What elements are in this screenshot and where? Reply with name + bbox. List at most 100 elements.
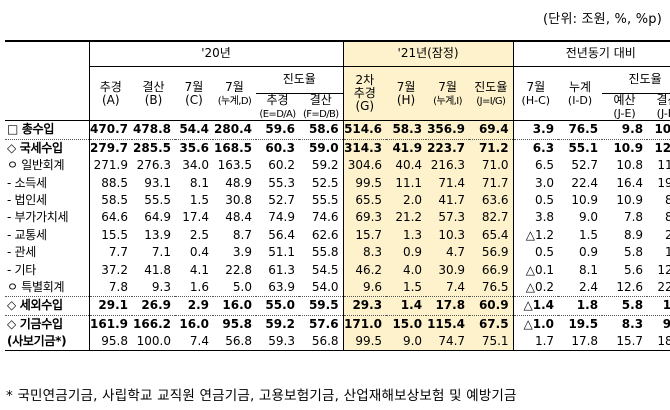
label-header [5,40,90,121]
cell-value: 5.8 [623,245,644,260]
cell-value: 95.8 [213,314,256,334]
cell-value: 0.9 [386,244,427,262]
cell-value: 5.6 [623,262,644,277]
cell-value: 478.8 [132,120,175,140]
cell-value: 7.8 [623,210,644,225]
cell-value: 64.9 [144,210,171,225]
cell-value: 285.5 [132,138,175,158]
cell-value: 10.9 [616,193,644,208]
footnote: * 국민연금기금, 사립학교 교직원 연금기금, 고용보험기금, 산업재해보상보… [6,388,517,404]
cell-value: 15.0 [386,314,427,334]
cell-value: 76.5 [558,120,603,140]
cell-value: 10.3 [426,226,470,245]
cell-value: 16.4 [616,175,644,190]
cell-value: 10.8 [647,120,670,140]
cell-value: 59.5 [299,296,344,316]
col-2021-jul: 7월 (H) [386,66,427,122]
cell-value: 71.0 [469,157,514,175]
cell-value: 304.6 [343,157,387,175]
row-label: ◇ 세외수입 [5,296,90,316]
cell-value: 4.7 [426,244,470,262]
col-2021-progress: 진도율 (J=I/G) [469,66,514,122]
table-row: (사보기금*) 95.8 100.0 7.4 56.8 59.3 56.8 99.5 9.0 74… [5,333,670,352]
table-row: - 관세 7.7 7.1 0.4 3.9 51.1 55.8 8.3 0.9 4.7 56.9 0.5… [5,244,670,262]
col-2020-prog-settle: 결산 (F=D/B) [299,93,344,122]
cell-value: 52.7 [268,193,295,208]
cell-value: 15.5 [101,227,128,242]
table-row: - 교통세 15.5 13.9 2.5 8.7 56.4 62.6 15.7 1.3 10.3 65… [5,226,670,245]
cell-value: 55.5 [299,191,344,210]
col-2020-supp: 추경 (A) [89,66,132,122]
cell-value: 0.4 [189,245,209,260]
cell-value: 58.5 [101,193,128,208]
cell-value: 59.2 [299,157,344,175]
cell-value: 8.3 [602,314,648,334]
cell-value: 1.5 [578,227,599,242]
cell-value: 1.7 [513,333,559,352]
cell-value: 9.0 [386,333,427,352]
cell-value: 6.5 [534,158,555,173]
cell-value: △0.1 [525,262,555,277]
cell-value: 71.2 [469,138,514,158]
cell-value: 59.2 [256,314,299,334]
cell-value: 75.1 [469,333,514,352]
cell-value: 9.8 [602,120,648,140]
cell-value: 74.9 [268,210,295,225]
cell-value: 99.5 [343,174,387,192]
cell-value: 9.0 [578,210,599,225]
col-2020-progress: 진도율 [256,66,344,94]
cell-value: 163.5 [217,158,252,173]
row-label: - 소득세 [5,174,90,192]
cell-value: 0.5 [534,245,555,260]
cell-value: 168.5 [213,138,256,158]
cell-value: 37.2 [101,262,128,277]
cell-value: 59.6 [256,120,299,140]
table-row: - 소득세 88.5 93.1 8.1 48.9 55.3 52.5 99.5 11.1 71.4… [5,174,670,192]
cell-value: 19.2 [657,175,670,190]
cell-value: 21.2 [386,209,427,227]
row-label: - 부가가치세 [5,209,90,227]
cell-value: 41.9 [386,138,427,158]
table-row: - 법인세 58.5 55.5 1.5 30.8 52.7 55.5 65.5 2.0 41.7 6… [5,191,670,210]
cell-value: 74.6 [299,209,344,227]
unit-label: (단위: 조원, %, %p) [543,12,662,27]
cell-value: 161.9 [89,314,132,334]
cell-value: 2.5 [189,227,209,242]
col-yoy-jul: 7월 (H-C) [513,66,559,122]
cell-value: 166.2 [132,314,175,334]
col-2020-prog-supp: 추경 (E=D/A) [256,93,299,122]
cell-value: 6.3 [513,138,559,158]
cell-value: 48.9 [225,175,252,190]
cell-value: 1.5 [189,193,209,208]
cell-value: 3.9 [232,245,252,260]
cell-value: 35.6 [175,138,213,158]
cell-value: 7.4 [426,278,470,297]
cell-value: 17.4 [182,210,209,225]
cell-value: 271.9 [93,158,128,173]
cell-value: 52.7 [571,158,599,173]
cell-value: 2.0 [386,191,427,210]
cell-value: 19.5 [558,314,603,334]
cell-value: 223.7 [426,138,470,158]
cell-value: 1.1 [664,245,670,260]
cell-value: 12.6 [616,279,644,294]
row-label: - 기타 [5,261,90,279]
cell-value: 54.4 [175,120,213,140]
cell-value: 3.9 [513,120,559,140]
cell-value: 41.8 [144,262,171,277]
cell-value: 54.5 [299,261,344,279]
cell-value: 8.1 [578,262,599,277]
cell-value: △0.2 [525,279,555,294]
cell-value: 55.8 [299,244,344,262]
cell-value: 2.9 [175,296,213,316]
cell-value: 8.1 [664,210,670,225]
cell-value: 62.6 [299,226,344,245]
cell-value: 13.9 [144,227,171,242]
cell-value: 10.9 [602,138,648,158]
cell-value: 60.3 [256,138,299,158]
cell-value: 29.1 [89,296,132,316]
cell-value: 59.3 [256,333,299,352]
cell-value: 15.7 [602,333,648,352]
cell-value: 56.9 [469,244,514,262]
cell-value: 16.0 [213,296,256,316]
